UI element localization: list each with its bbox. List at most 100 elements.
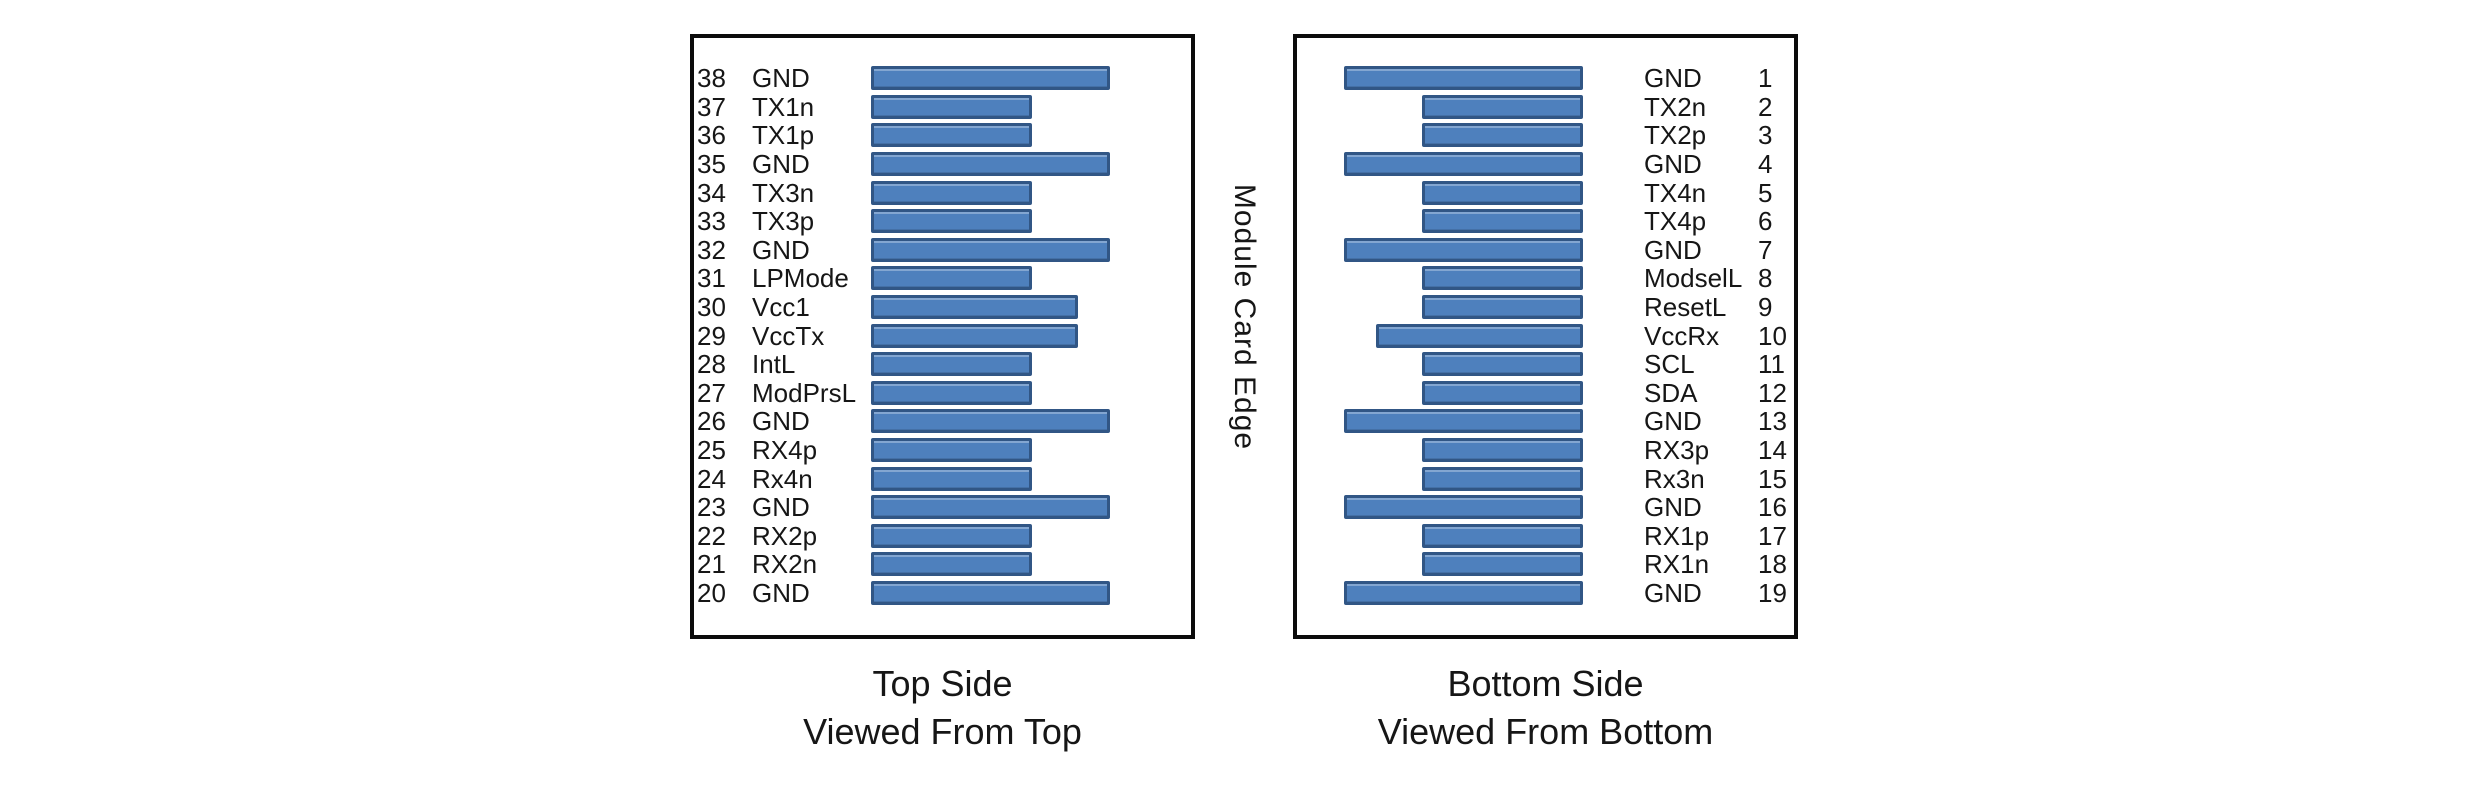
- pin-name: TX4n: [1644, 177, 1707, 208]
- top-side-pin-rows: 38 GND 37 TX1n 36 TX1p 35 GND 34 TX3n 33 TX3p 32 GND 3…: [694, 64, 1191, 607]
- pin-name: VccTx: [752, 320, 825, 351]
- pin-name: SDA: [1644, 377, 1698, 408]
- pin-contact-bar: [871, 523, 1032, 548]
- pin-bar-area: [871, 438, 1191, 463]
- pin-name: ResetL: [1644, 292, 1727, 323]
- pin-row: VccRx 10: [1297, 321, 1794, 350]
- pin-contact-bar: [1422, 352, 1583, 377]
- bottom-side-panel: GND 1 TX2n 2 TX2p 3 GND 4 TX4n 5 TX4p 6 GND 7 ModselL 8…: [1293, 34, 1798, 639]
- pin-number: 32: [697, 234, 726, 265]
- pin-contact-bar: [871, 495, 1110, 520]
- caption-line-2: Viewed From Top: [803, 711, 1082, 752]
- pin-row: 36 TX1p: [694, 121, 1191, 150]
- pin-bar-area: [871, 352, 1191, 377]
- top-side-panel: 38 GND 37 TX1n 36 TX1p 35 GND 34 TX3n 33 TX3p 32 GND 3…: [690, 34, 1195, 639]
- pin-name: TX1p: [752, 120, 815, 151]
- pin-bar-area: [871, 409, 1191, 434]
- pin-number: 13: [1758, 406, 1787, 437]
- pin-bar-area: [1297, 523, 1583, 548]
- pin-number: 25: [697, 435, 726, 466]
- pin-bar-area: [871, 123, 1191, 148]
- pin-contact-bar: [871, 180, 1032, 205]
- pin-bar-area: [871, 209, 1191, 234]
- pin-bar-area: [871, 552, 1191, 577]
- caption-line-2: Viewed From Bottom: [1377, 711, 1714, 752]
- pin-bar-area: [1297, 552, 1583, 577]
- pin-name: GND: [1644, 492, 1702, 523]
- pin-contact-bar: [1422, 123, 1583, 148]
- pin-contact-bar: [1344, 580, 1583, 605]
- pin-number: 23: [697, 492, 726, 523]
- pin-name: TX2n: [1644, 91, 1707, 122]
- pin-bar-area: [1297, 209, 1583, 234]
- pin-contact-bar: [1422, 266, 1583, 291]
- pin-bar-area: [1297, 495, 1583, 520]
- pin-row: TX4p 6: [1297, 207, 1794, 236]
- pin-bar-area: [871, 266, 1191, 291]
- pin-row: GND 19: [1297, 579, 1794, 608]
- pin-row: 30 Vcc1: [694, 293, 1191, 322]
- pin-name: GND: [752, 577, 810, 608]
- pin-number: 5: [1758, 177, 1773, 208]
- pin-name: GND: [1644, 149, 1702, 180]
- pin-number: 17: [1758, 520, 1787, 551]
- pin-number: 21: [697, 549, 726, 580]
- pin-name: Rx4n: [752, 463, 813, 494]
- pin-number: 18: [1758, 549, 1787, 580]
- pin-bar-area: [871, 466, 1191, 491]
- pin-row: 24 Rx4n: [694, 464, 1191, 493]
- pin-number: 24: [697, 463, 726, 494]
- pin-contact-bar: [1344, 66, 1583, 91]
- pin-row: 23 GND: [694, 493, 1191, 522]
- pin-number: 27: [697, 377, 726, 408]
- pin-name: Vcc1: [752, 292, 810, 323]
- pin-contact-bar: [1422, 209, 1583, 234]
- pin-row: TX2p 3: [1297, 121, 1794, 150]
- pin-bar-area: [1297, 466, 1583, 491]
- pin-contact-bar: [871, 295, 1078, 320]
- pin-bar-area: [871, 380, 1191, 405]
- pin-row: RX1n 18: [1297, 550, 1794, 579]
- pin-name: RX3p: [1644, 435, 1710, 466]
- pin-number: 7: [1758, 234, 1773, 265]
- pin-contact-bar: [871, 94, 1032, 119]
- pin-row: 21 RX2n: [694, 550, 1191, 579]
- pin-row: 25 RX4p: [694, 436, 1191, 465]
- pin-row: 33 TX3p: [694, 207, 1191, 236]
- pin-row: SCL 11: [1297, 350, 1794, 379]
- pin-bar-area: [871, 580, 1191, 605]
- pin-row: GND 7: [1297, 236, 1794, 265]
- pin-row: 28 IntL: [694, 350, 1191, 379]
- pin-contact-bar: [1422, 295, 1583, 320]
- pin-name: TX3p: [752, 206, 815, 237]
- pin-bar-area: [871, 180, 1191, 205]
- pin-name: SCL: [1644, 349, 1695, 380]
- pin-row: RX1p 17: [1297, 522, 1794, 551]
- pin-name: TX4p: [1644, 206, 1707, 237]
- pin-name: GND: [1644, 406, 1702, 437]
- pin-row: 31 LPMode: [694, 264, 1191, 293]
- pin-contact-bar: [1376, 323, 1583, 348]
- caption-line-1: Top Side: [872, 663, 1013, 704]
- pin-bar-area: [1297, 94, 1583, 119]
- pin-contact-bar: [871, 409, 1110, 434]
- pin-row: 22 RX2p: [694, 522, 1191, 551]
- pin-name: VccRx: [1644, 320, 1720, 351]
- pin-contact-bar: [1422, 438, 1583, 463]
- pin-number: 2: [1758, 91, 1773, 122]
- pin-number: 31: [697, 263, 726, 294]
- pin-row: 34 TX3n: [694, 178, 1191, 207]
- pin-name: GND: [752, 492, 810, 523]
- pin-number: 28: [697, 349, 726, 380]
- pin-number: 29: [697, 320, 726, 351]
- pin-number: 35: [697, 149, 726, 180]
- pin-contact-bar: [1344, 495, 1583, 520]
- pin-bar-area: [871, 237, 1191, 262]
- pin-bar-area: [871, 152, 1191, 177]
- pin-contact-bar: [871, 123, 1032, 148]
- pin-name: LPMode: [752, 263, 849, 294]
- pin-bar-area: [1297, 323, 1583, 348]
- pin-contact-bar: [871, 209, 1032, 234]
- pin-contact-bar: [1422, 94, 1583, 119]
- pin-row: 38 GND: [694, 64, 1191, 93]
